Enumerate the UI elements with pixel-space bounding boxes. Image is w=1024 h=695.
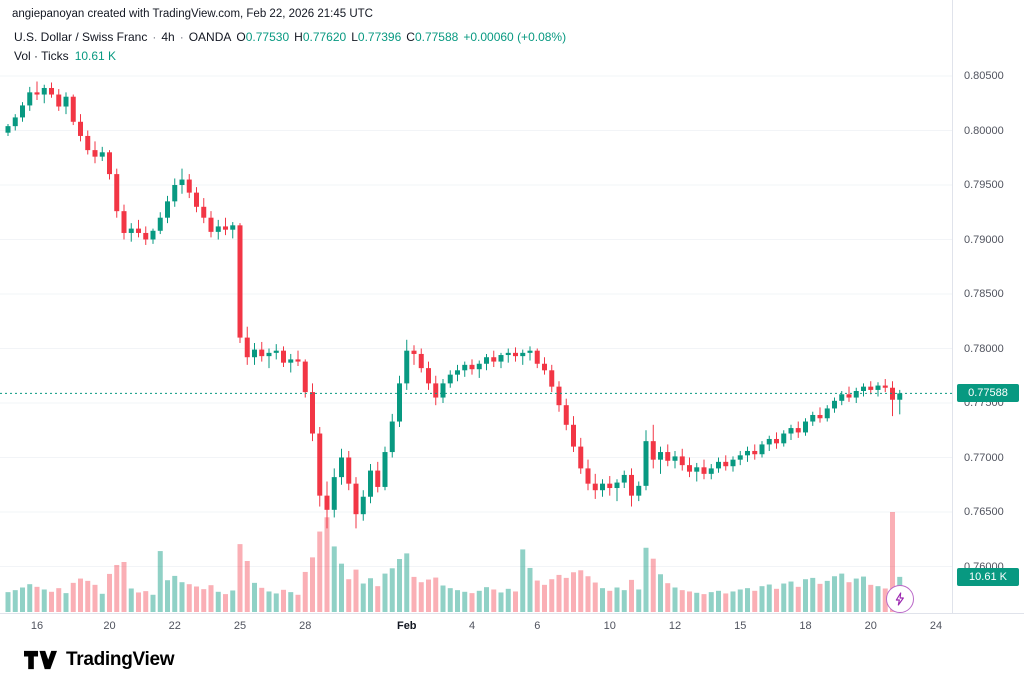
grid-layer [0,75,952,567]
time-axis-label: 20 [864,620,877,632]
volume-indicator-label[interactable]: Vol · Ticks [14,49,69,63]
time-axis-label: 22 [168,620,181,632]
time-axis-label: 28 [299,620,312,632]
legend-separator: · [179,30,184,44]
brand-name: TradingView [66,649,175,670]
price-axis-label: 0.79500 [964,179,1004,191]
chart-legend: U.S. Dollar / Swiss Franc · 4h · OANDA O… [14,30,566,63]
change-value: +0.00060 (+0.08%) [463,30,567,44]
time-axis-label: 25 [233,620,247,632]
price-axis-divider [952,0,953,613]
legend-separator: · [152,30,157,44]
time-axis-label: 12 [668,620,682,632]
price-axis-label: 0.76500 [964,506,1004,518]
interval-label[interactable]: 4h [161,30,175,44]
tradingview-watermark[interactable]: TradingView [24,648,175,672]
price-axis-label: 0.77000 [964,451,1004,464]
time-axis-label: 16 [30,620,44,632]
price-axis-label: 0.80000 [964,124,1004,137]
time-axis-label: Feb [396,620,417,632]
volume-indicator-value: 10.61 K [74,49,117,63]
price-axis-label: 0.78500 [964,288,1004,300]
candles-layer [5,81,903,529]
low-value: L0.77396 [351,30,402,44]
last-price-badge: 0.77588 [957,384,1019,403]
candlestick-chart[interactable] [0,0,952,613]
tradingview-logo-icon [24,650,57,670]
symbol-name[interactable]: U.S. Dollar / Swiss Franc [14,30,148,44]
time-axis-label: 6 [534,620,541,632]
high-value: H0.77620 [294,30,347,44]
time-axis-label: 20 [103,620,116,632]
volume-layer [5,512,903,612]
time-axis-label: 15 [734,620,747,632]
price-axis-label: 0.79000 [964,233,1004,246]
time-axis-divider [0,613,1024,614]
time-axis-label: 18 [799,620,812,632]
price-axis-label: 0.80500 [964,70,1004,82]
price-axis-label: 0.78000 [964,342,1004,355]
lightning-icon[interactable] [886,585,914,613]
time-axis[interactable]: 16 20 22 25 28 Feb 4 6 10 12 15 18 20 24 [0,614,1024,638]
price-axis[interactable]: 0.77588 10.61 K 0.80500 0.80000 0.79500 0.7… [953,0,1024,613]
close-value: C0.77588 [406,30,459,44]
open-value: O0.77530 [236,30,290,44]
attribution-text: angiepanoyan created with TradingView.co… [12,8,373,20]
lightning-bolt-glyph [895,592,904,606]
time-axis-label: 10 [603,620,616,632]
time-axis-label: 24 [929,620,943,632]
last-volume-badge: 10.61 K [957,567,1019,586]
exchange-label: OANDA [188,30,232,44]
time-axis-label: 4 [468,620,476,632]
